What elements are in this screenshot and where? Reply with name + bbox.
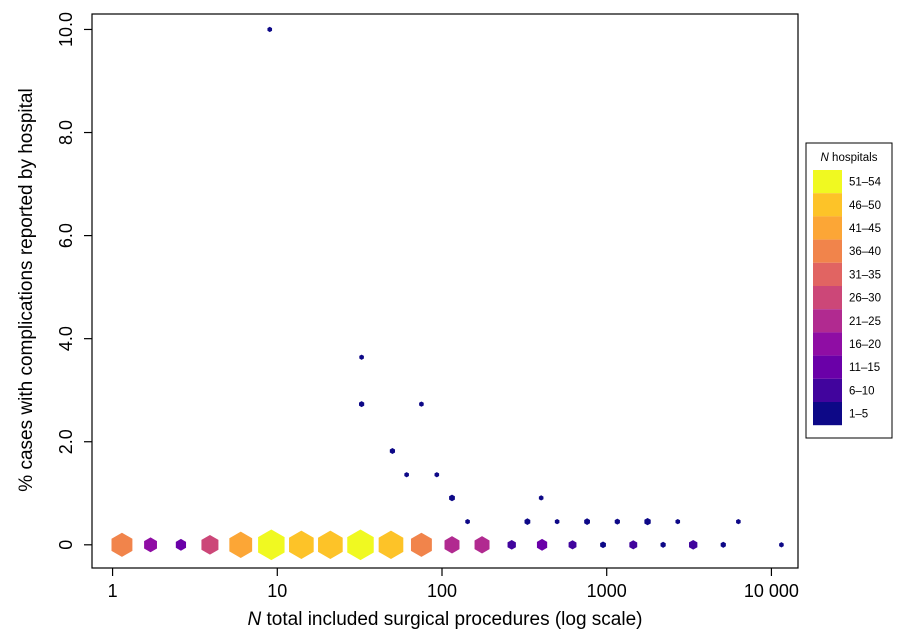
- data-point-23: [359, 354, 364, 360]
- legend-title-rest: hospitals: [829, 152, 878, 164]
- data-point-11: [444, 536, 460, 554]
- data-point-36: [644, 517, 651, 526]
- y-tick-label-3: 6.0: [56, 223, 76, 248]
- y-axis: 0 2.0 4.0 6.0 8.0 10.0: [56, 12, 92, 550]
- data-point-10: [410, 532, 432, 557]
- legend-swatch-6: [813, 309, 842, 333]
- legend-swatch-10: [813, 402, 842, 426]
- data-point-37: [675, 518, 681, 525]
- legend-label-7: 16–20: [849, 339, 881, 351]
- data-point-13: [507, 539, 516, 550]
- data-point-21: [779, 542, 784, 548]
- data-point-16: [600, 541, 606, 549]
- legend-label-9: 6–10: [849, 385, 875, 397]
- legend-label-6: 21–25: [849, 316, 881, 328]
- data-point-28: [434, 472, 440, 478]
- data-point-9: [378, 530, 404, 560]
- data-point-25: [419, 401, 424, 407]
- legend-label-2: 41–45: [849, 223, 881, 235]
- legend: N hospitals 51–54 46–50 41–45 36–40 31–35 26–…: [805, 142, 893, 439]
- x-tick-label-3: 1000: [587, 581, 627, 601]
- legend-swatch-2: [813, 216, 842, 240]
- y-tick-label-5: 10.0: [56, 12, 76, 47]
- data-point-4: [229, 531, 253, 558]
- data-point-20: [720, 541, 726, 548]
- data-point-18: [660, 541, 666, 548]
- y-tick-label-4: 8.0: [56, 120, 76, 145]
- data-point-29: [449, 494, 455, 502]
- legend-label-5: 26–30: [849, 293, 881, 305]
- data-point-24: [359, 401, 365, 408]
- plot-frame: [91, 13, 799, 569]
- y-tick-label-2: 4.0: [56, 326, 76, 351]
- x-tick-label-1: 10: [267, 581, 287, 601]
- data-point-7: [318, 530, 343, 560]
- data-point-5: [258, 529, 285, 561]
- data-point-14: [536, 538, 548, 551]
- data-point-8: [347, 529, 374, 561]
- x-tick-label-2: 100: [427, 581, 457, 601]
- x-axis: 1 10 100 1000 10 000: [108, 568, 799, 601]
- legend-label-1: 46–50: [849, 200, 881, 212]
- data-point-32: [538, 495, 544, 501]
- y-tick-label-0: 0: [56, 540, 76, 550]
- data-point-0: [111, 532, 133, 557]
- legend-label-8: 11–15: [849, 362, 880, 374]
- legend-swatch-9: [813, 378, 842, 402]
- data-point-34: [584, 518, 590, 525]
- data-points: [111, 26, 784, 561]
- data-point-1: [144, 537, 157, 553]
- data-point-17: [629, 540, 638, 550]
- data-point-15: [568, 540, 577, 550]
- data-point-26: [389, 448, 396, 455]
- legend-swatch-1: [813, 193, 842, 217]
- legend-swatch-5: [813, 286, 842, 310]
- x-tick-label-0: 1: [108, 581, 118, 601]
- data-point-19: [689, 539, 698, 550]
- data-point-22: [267, 26, 273, 33]
- x-axis-title: N total included surgical procedures (lo…: [248, 609, 643, 630]
- legend-swatch-7: [813, 332, 842, 356]
- legend-title: N hospitals: [821, 152, 878, 164]
- data-point-12: [474, 536, 490, 554]
- legend-label-4: 31–35: [849, 269, 881, 281]
- legend-entries: 51–54 46–50 41–45 36–40 31–35 26–30 21–25 16–20…: [813, 170, 882, 426]
- legend-swatch-0: [813, 170, 842, 194]
- data-point-2: [175, 538, 187, 551]
- data-point-31: [524, 518, 531, 525]
- legend-label-3: 36–40: [849, 246, 881, 258]
- legend-title-prefix: N: [821, 152, 830, 164]
- legend-label-0: 51–54: [849, 177, 882, 189]
- legend-swatch-8: [813, 355, 842, 379]
- legend-label-10: 1–5: [849, 409, 868, 421]
- x-axis-title-prefix: N: [248, 609, 262, 630]
- data-point-30: [465, 518, 470, 525]
- data-point-33: [554, 518, 560, 525]
- data-point-6: [289, 530, 314, 560]
- legend-swatch-3: [813, 239, 842, 263]
- data-point-38: [736, 518, 741, 525]
- data-point-35: [614, 518, 620, 525]
- x-axis-title-rest: total included surgical procedures (log …: [261, 609, 642, 630]
- data-point-27: [404, 472, 409, 478]
- y-tick-label-1: 2.0: [56, 429, 76, 454]
- x-tick-label-4: 10 000: [744, 581, 799, 601]
- data-point-3: [201, 535, 219, 555]
- y-axis-title: % cases with complications reported by h…: [16, 88, 37, 491]
- legend-swatch-4: [813, 262, 842, 286]
